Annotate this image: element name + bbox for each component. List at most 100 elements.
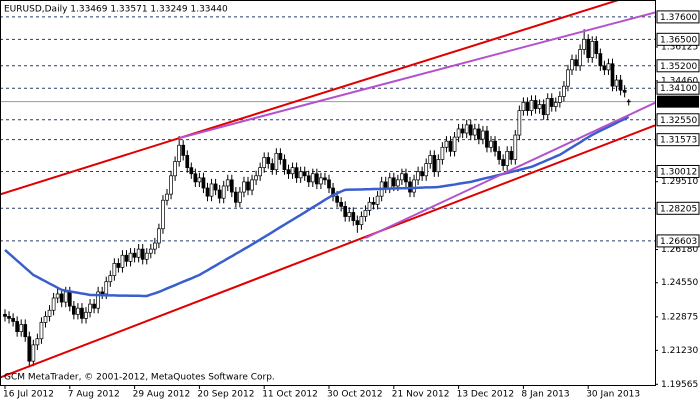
candle-body xyxy=(477,128,481,140)
candle-body xyxy=(363,210,368,217)
candle-body xyxy=(302,171,307,177)
candle-body xyxy=(327,179,331,189)
candle-body xyxy=(618,79,623,91)
candle-body xyxy=(396,179,400,187)
candle-body xyxy=(622,89,627,93)
candle-body xyxy=(582,38,587,50)
candle-body xyxy=(11,318,15,322)
candle-body xyxy=(96,291,101,309)
candle-body xyxy=(444,140,449,148)
trendline xyxy=(0,0,622,196)
candle-body xyxy=(209,183,214,197)
level-label: 1.28205 xyxy=(660,204,697,214)
candle-body xyxy=(250,179,254,191)
candle-body xyxy=(460,128,465,134)
candle-body xyxy=(229,179,234,193)
candle-body xyxy=(347,212,352,217)
candle-body xyxy=(225,179,230,187)
candle-body xyxy=(367,201,372,211)
candle-body xyxy=(610,63,615,87)
level-label-box xyxy=(656,164,700,178)
candle-body xyxy=(80,307,84,319)
candle-body xyxy=(505,151,510,166)
candle-body xyxy=(598,53,603,67)
candle-body xyxy=(294,167,299,179)
candle-body xyxy=(177,144,181,162)
level-label: 1.26603 xyxy=(660,237,697,247)
x-tick-label: 11 Oct 2012 xyxy=(262,390,318,400)
candle-body xyxy=(153,242,157,250)
candle-body xyxy=(416,171,420,181)
candle-body xyxy=(128,252,133,262)
candle-body xyxy=(404,173,408,183)
candle-body xyxy=(205,187,210,197)
candle-body xyxy=(566,69,570,87)
x-tick-label: 29 Aug 2012 xyxy=(133,390,191,400)
candle-body xyxy=(63,291,68,303)
level-label: 1.32550 xyxy=(660,116,697,126)
candle-body xyxy=(489,140,493,148)
candle-body xyxy=(323,177,327,181)
candle-body xyxy=(513,134,518,160)
candle-body xyxy=(59,293,64,303)
candle-body xyxy=(71,305,76,315)
candle-body xyxy=(76,307,80,315)
candle-body xyxy=(586,38,591,58)
candle-body xyxy=(189,167,194,175)
candle-body xyxy=(306,175,311,183)
candle-body xyxy=(485,130,489,148)
candle-body xyxy=(493,140,497,152)
level-label-box xyxy=(656,32,700,46)
candle-body xyxy=(278,153,283,160)
level-label-box xyxy=(656,113,700,127)
candle-body xyxy=(262,157,267,168)
candle-body xyxy=(104,281,109,295)
candle-body xyxy=(270,163,275,171)
candle-body xyxy=(19,324,24,332)
candle-body xyxy=(181,144,186,156)
candle-body xyxy=(282,159,287,171)
candle-body xyxy=(51,297,56,311)
candle-body xyxy=(116,263,121,268)
candle-body xyxy=(140,248,145,260)
candle-body xyxy=(242,181,246,193)
candle-body xyxy=(424,163,429,177)
candle-body xyxy=(553,102,558,107)
candle-body xyxy=(23,324,28,338)
candle-body xyxy=(310,173,315,183)
candle-body xyxy=(266,157,271,164)
x-tick-label: 20 Sep 2012 xyxy=(197,390,254,400)
candle-body xyxy=(351,212,356,221)
x-tick-label: 8 Jan 2013 xyxy=(521,390,569,400)
plot-area xyxy=(0,0,655,379)
candle-body xyxy=(148,248,153,254)
candle-body xyxy=(574,59,578,67)
y-tick-label: 1.24550 xyxy=(661,278,698,288)
candle-body xyxy=(193,173,198,183)
candle-body xyxy=(387,177,392,189)
current-price-label: 1.33440 xyxy=(660,98,697,108)
level-label: 1.36500 xyxy=(660,35,697,45)
candle-body xyxy=(120,254,125,268)
candle-body xyxy=(391,177,396,187)
candle-body xyxy=(355,220,360,226)
candle-body xyxy=(165,193,169,201)
candle-body xyxy=(359,216,364,226)
candle-body xyxy=(497,151,501,160)
level-label-box xyxy=(656,201,700,215)
level-label: 1.30012 xyxy=(660,167,697,177)
y-tick-label: 1.29510 xyxy=(661,177,698,187)
candle-body xyxy=(315,173,319,185)
candle-body xyxy=(590,41,595,58)
candle-body xyxy=(626,100,631,103)
candle-body xyxy=(7,316,11,319)
candle-body xyxy=(47,309,52,317)
candle-body xyxy=(521,102,526,111)
watermark: GCM MetaTrader, © 2001-2012, MetaQuotes … xyxy=(4,373,275,383)
candle-body xyxy=(400,173,404,181)
y-tick-label: 1.22875 xyxy=(661,312,698,322)
candle-body xyxy=(197,177,202,183)
trendline xyxy=(365,101,655,239)
candle-body xyxy=(436,159,441,173)
candle-body xyxy=(35,338,40,346)
